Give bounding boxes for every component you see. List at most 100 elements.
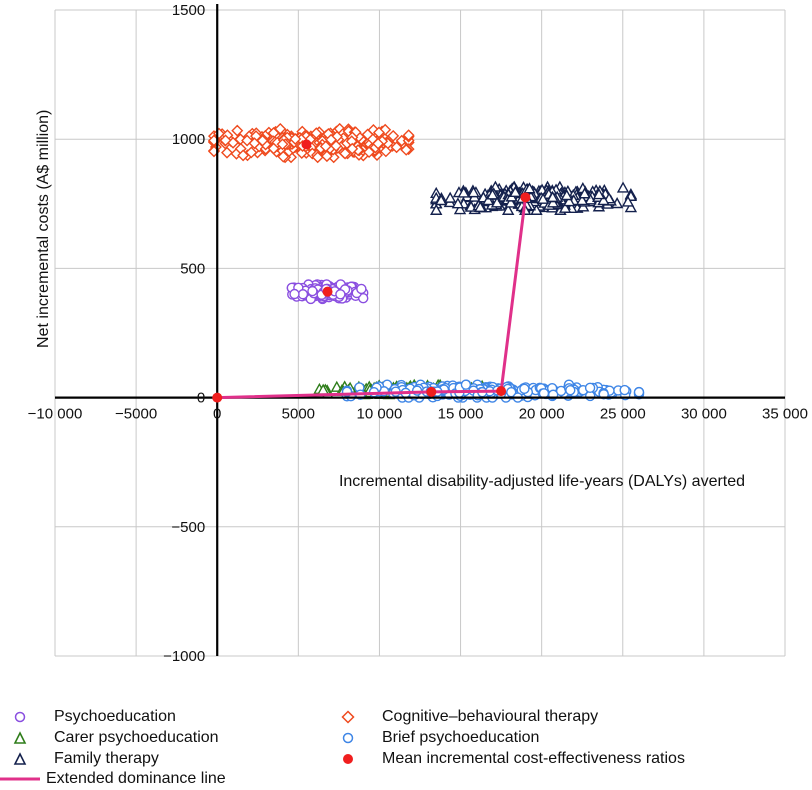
x-tick-label: 25 000 <box>600 406 646 423</box>
legend-label: Carer psychoeducation <box>54 729 219 746</box>
data-point <box>501 203 515 215</box>
x-tick-label: 5000 <box>282 406 315 423</box>
data-point <box>460 379 472 390</box>
legend-item-carer-psychoeducation: Carer psychoeducation <box>12 729 219 747</box>
mean-icer-point <box>496 386 507 397</box>
data-point <box>575 194 589 206</box>
legend-item-extended-dominance-line: Extended dominance line <box>0 770 226 788</box>
data-point <box>307 285 318 297</box>
data-point <box>400 143 413 156</box>
legend-marker-dot-red <box>340 751 370 767</box>
data-point <box>325 133 338 146</box>
legend-item-mean-icers: Mean incremental cost-effectiveness rati… <box>340 750 685 768</box>
data-point <box>372 126 385 139</box>
legend-marker-triangle-navy <box>12 751 42 767</box>
data-point <box>584 382 596 394</box>
data-point <box>504 196 517 208</box>
mean-icer-point <box>212 392 223 403</box>
x-tick-label: 35 000 <box>762 406 808 423</box>
data-point <box>330 139 343 152</box>
axes <box>55 4 785 656</box>
legend-label: Extended dominance line <box>46 770 226 787</box>
data-point <box>598 389 609 400</box>
data-point <box>624 201 638 213</box>
data-point <box>538 388 550 399</box>
data-point <box>335 289 346 300</box>
data-point <box>592 188 606 200</box>
data-point <box>536 192 550 204</box>
data-point <box>237 149 250 162</box>
y-axis-title: Net incremental costs (A$ million) <box>35 110 52 348</box>
data-point <box>560 189 573 201</box>
data-point <box>546 196 560 208</box>
x-tick-label: −5000 <box>115 406 157 423</box>
data-point <box>621 195 635 207</box>
x-tick-label: 30 000 <box>681 406 727 423</box>
data-point <box>267 142 280 155</box>
data-point <box>277 150 290 163</box>
data-point <box>387 129 400 142</box>
data-point <box>451 197 465 209</box>
legend-marker-diamond-orange <box>340 709 370 725</box>
data-point <box>616 181 630 193</box>
data-point <box>356 283 367 295</box>
data-point <box>486 188 499 200</box>
legend-label: Psychoeducation <box>54 708 176 725</box>
y-tick-label: 1500 <box>172 2 205 19</box>
data-point <box>289 132 302 145</box>
mean-icer-point <box>520 192 531 203</box>
data-point <box>467 186 480 198</box>
data-point <box>434 194 448 206</box>
data-point <box>289 288 300 300</box>
legend-label: Cognitive–behavioural therapy <box>382 708 599 725</box>
data-point <box>311 151 324 164</box>
series-family-therapy <box>430 180 638 215</box>
legend-label: Brief psychoeducation <box>382 729 540 746</box>
extended-dominance-line <box>217 197 527 400</box>
data-point <box>297 289 309 300</box>
data-point <box>402 129 415 142</box>
scatter-chart: −10 000 −5000 0 5000 10 000 15 000 20 000 25 00… <box>28 2 808 665</box>
legend-item-psychoeducation: Psychoeducation <box>12 708 176 726</box>
data-point <box>565 384 576 396</box>
x-tick-label: 15 000 <box>438 406 484 423</box>
mean-icer-point <box>322 286 333 297</box>
tick-labels: −10 000 −5000 0 5000 10 000 15 000 20 000 25 00… <box>28 2 808 665</box>
mean-icer-point <box>426 386 437 397</box>
gridlines <box>54 9 786 657</box>
y-tick-label: 500 <box>180 260 205 277</box>
y-tick-label: −1000 <box>163 648 205 665</box>
data-point <box>482 194 495 206</box>
data-point <box>597 193 610 206</box>
y-tick-label: 1000 <box>172 131 205 148</box>
x-tick-label: 10 000 <box>356 406 402 423</box>
data-point <box>443 191 457 203</box>
series-cognitive-behavioural-therapy <box>207 122 415 164</box>
data-point <box>546 190 559 203</box>
mean-icer-point <box>301 139 312 150</box>
data-point <box>578 187 591 199</box>
legend-marker-triangle-green <box>12 730 42 746</box>
data-point <box>310 127 323 140</box>
data-point <box>339 147 352 160</box>
legend-label: Mean incremental cost-effectiveness rati… <box>382 750 685 767</box>
legend-item-brief-psychoeducation: Brief psychoeducation <box>340 729 539 747</box>
data-point <box>390 141 403 154</box>
data-clouds <box>207 122 645 403</box>
data-point <box>490 196 504 208</box>
x-tick-label: 0 <box>213 406 221 423</box>
data-point <box>361 128 374 141</box>
data-point <box>519 383 530 395</box>
x-axis-title: Incremental disability-adjusted life-yea… <box>339 473 745 490</box>
legend: Psychoeducation Carer psychoeducation Fa… <box>0 700 812 790</box>
data-point <box>453 203 467 215</box>
y-tick-label: −500 <box>171 519 205 536</box>
data-point <box>219 134 232 147</box>
data-point <box>509 185 522 198</box>
legend-marker-circle-purple <box>12 709 42 725</box>
x-tick-label: −10 000 <box>28 406 83 423</box>
data-point <box>457 186 470 198</box>
legend-item-cbt: Cognitive–behavioural therapy <box>340 708 598 726</box>
data-point <box>474 200 487 212</box>
data-point <box>346 142 359 155</box>
